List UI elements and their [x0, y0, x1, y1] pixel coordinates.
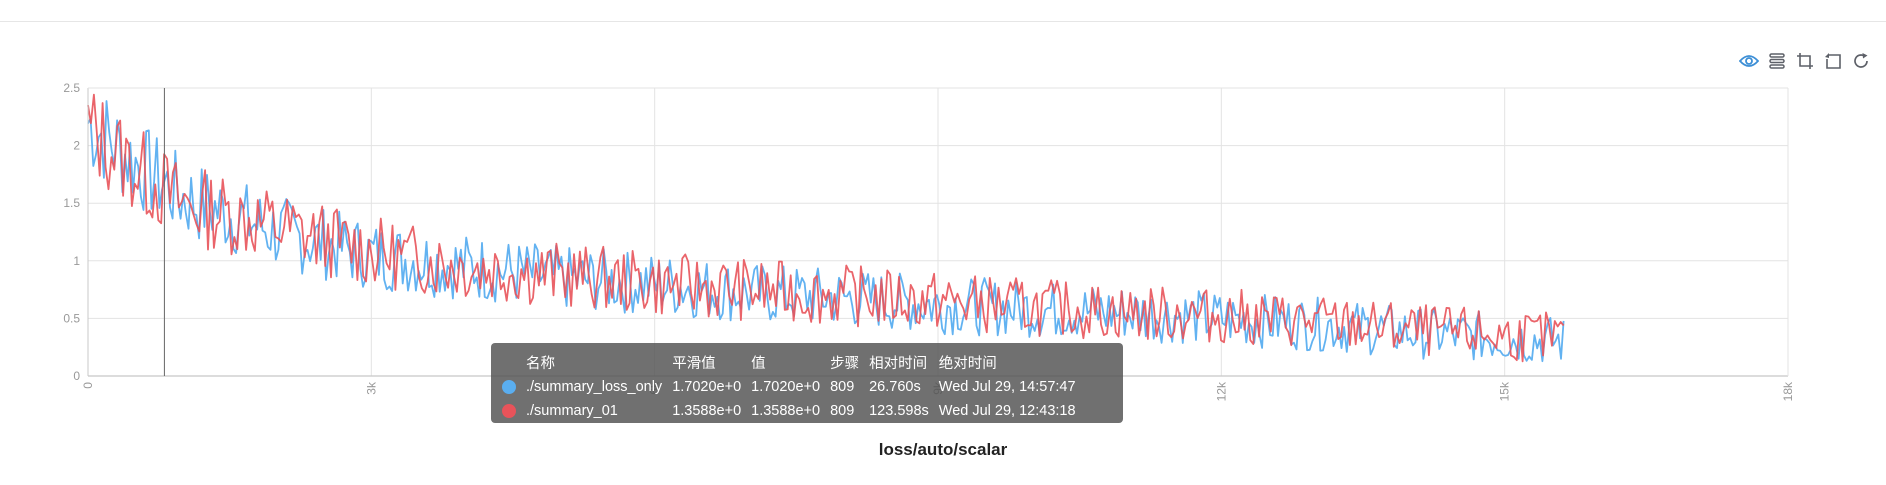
hover-tooltip: 名称 平滑值 值 步骤 相对时间 绝对时间 ./summary_loss_onl… — [491, 343, 1123, 423]
crop-icon[interactable] — [1794, 50, 1816, 72]
tooltip-col-absolute: 绝对时间 — [938, 356, 997, 372]
tooltip-step: 809 — [830, 403, 855, 419]
tooltip-smoothed: 1.7020e+0 — [672, 379, 742, 395]
chart-toolbar — [1738, 50, 1872, 72]
tooltip-col-step: 步骤 — [830, 356, 860, 372]
restore-icon[interactable] — [1822, 50, 1844, 72]
chart-title: loss/auto/scalar — [878, 440, 1008, 459]
tooltip-col-value: 值 — [751, 356, 766, 372]
x-tick-label: 18k — [1781, 381, 1795, 401]
tooltip-absolute: Wed Jul 29, 12:43:18 — [938, 403, 1076, 419]
tooltip-series-name: ./summary_01 — [526, 403, 618, 419]
series-line-2 — [87, 93, 1565, 363]
tooltip-col-name: 名称 — [526, 356, 555, 372]
tooltip-row: ./summary_loss_only 1.7020e+0 1.7020e+0 … — [497, 375, 1081, 399]
x-tick-label: 15k — [1498, 381, 1512, 401]
layers-icon[interactable] — [1766, 50, 1788, 72]
eye-icon[interactable] — [1738, 50, 1760, 72]
tooltip-value: 1.3588e+0 — [751, 403, 821, 419]
x-tick-label: 0 — [81, 382, 95, 389]
y-tick-label: 0.5 — [63, 311, 80, 325]
series-lines — [87, 93, 1565, 363]
tooltip-header-row: 名称 平滑值 值 步骤 相对时间 绝对时间 — [497, 350, 1081, 375]
y-tick-label: 2.5 — [63, 81, 80, 95]
tooltip-value: 1.7020e+0 — [751, 379, 821, 395]
tooltip-col-smoothed: 平滑值 — [672, 356, 716, 372]
y-tick-label: 1.5 — [63, 196, 80, 210]
tooltip-relative: 123.598s — [869, 403, 929, 419]
y-tick-label: 0 — [73, 369, 80, 383]
tooltip-col-relative: 相对时间 — [869, 356, 928, 372]
y-tick-label: 2 — [73, 139, 80, 153]
series-color-dot — [502, 380, 516, 395]
tooltip-series-name: ./summary_loss_only — [526, 379, 663, 395]
tooltip-smoothed: 1.3588e+0 — [672, 403, 742, 419]
tooltip-col-swatch — [497, 350, 521, 375]
series-color-dot — [502, 404, 516, 419]
series-line-1 — [87, 100, 1565, 363]
top-divider — [0, 21, 1886, 22]
x-tick-label: 3k — [364, 381, 378, 395]
y-tick-label: 1 — [73, 254, 80, 268]
tooltip-relative: 26.760s — [869, 379, 921, 395]
tooltip-row: ./summary_01 1.3588e+0 1.3588e+0 809 123… — [497, 399, 1081, 423]
tooltip-step: 809 — [830, 379, 855, 395]
x-tick-label: 12k — [1214, 381, 1228, 401]
tooltip-absolute: Wed Jul 29, 14:57:47 — [938, 379, 1076, 395]
refresh-icon[interactable] — [1850, 50, 1872, 72]
